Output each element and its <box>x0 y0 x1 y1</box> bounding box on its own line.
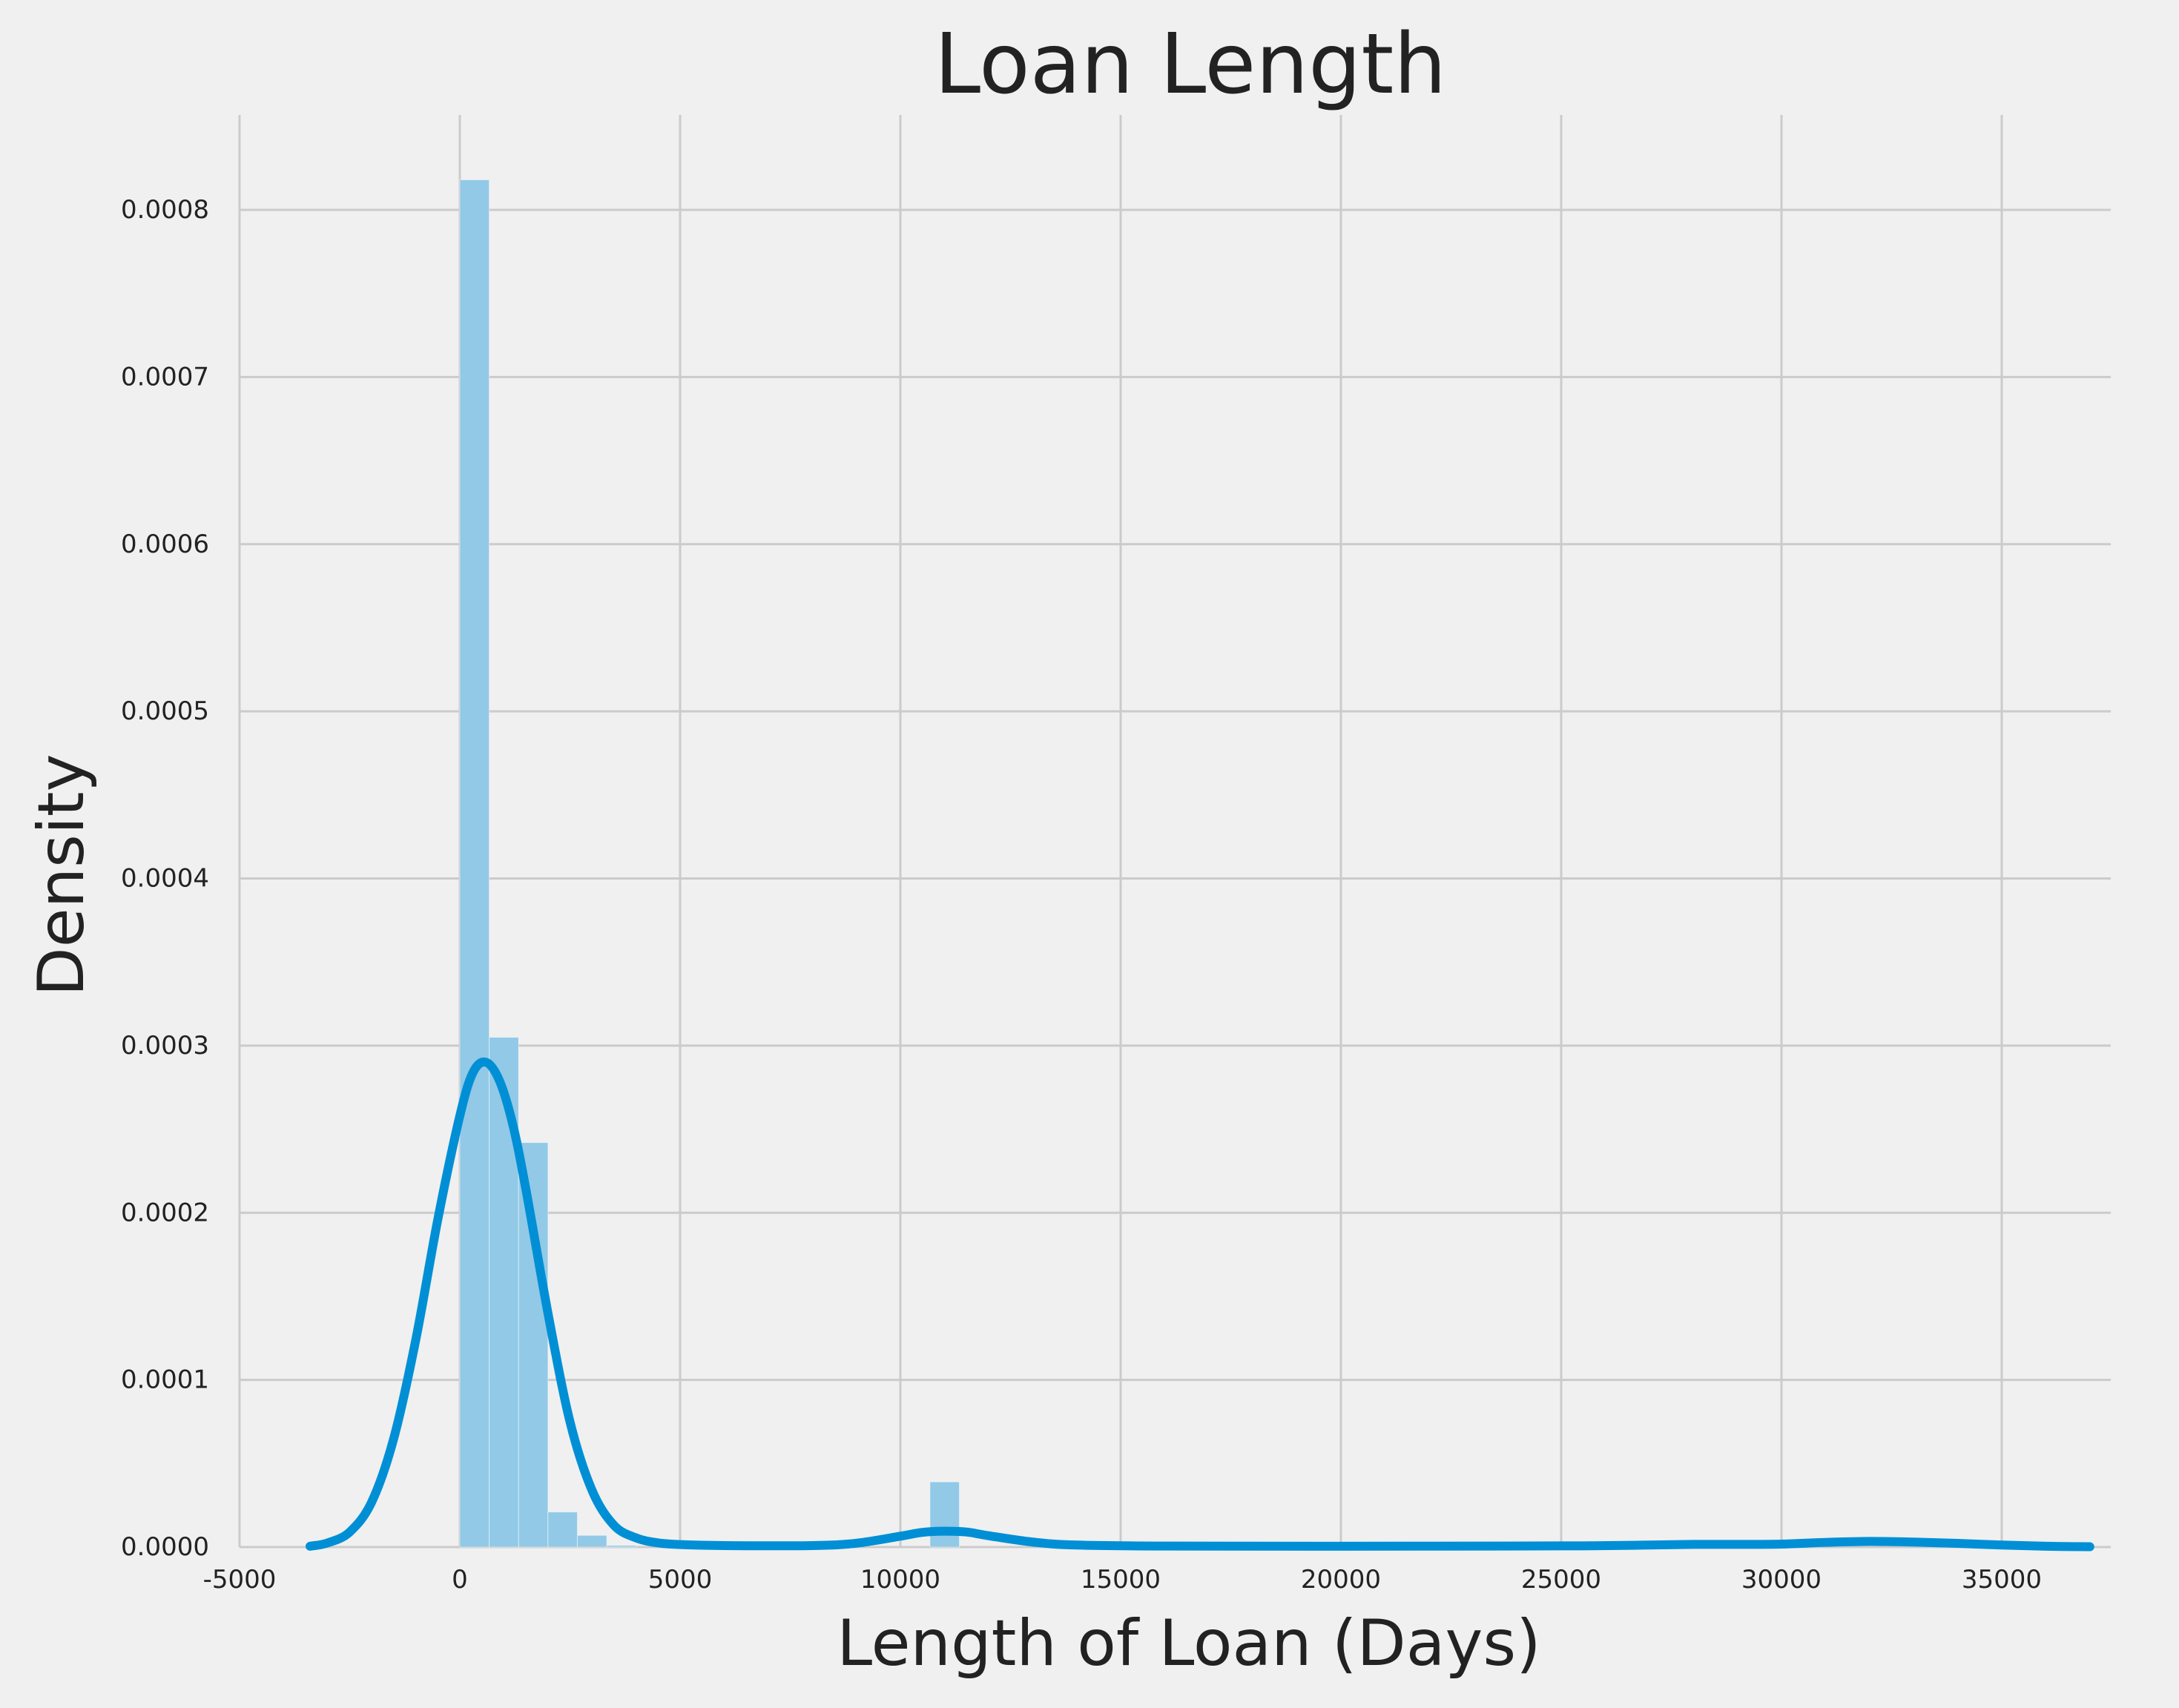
y-tick-label: 0.0007 <box>121 362 209 392</box>
x-tick-label: 30000 <box>1741 1565 1822 1595</box>
y-tick-label: 0.0003 <box>121 1031 209 1061</box>
x-tick-label: 5000 <box>648 1565 713 1595</box>
y-tick-label: 0.0000 <box>121 1532 209 1562</box>
y-tick-label: 0.0005 <box>121 696 209 726</box>
y-tick-label: 0.0001 <box>121 1365 209 1395</box>
x-tick-label: 35000 <box>1962 1565 2042 1595</box>
x-tick-label: 15000 <box>1081 1565 1161 1595</box>
y-tick-label: 0.0004 <box>121 864 209 894</box>
y-tick-label: 0.0006 <box>121 530 209 559</box>
kde-line <box>306 1057 2094 1552</box>
histogram-layer <box>459 179 960 1548</box>
histogram-bar <box>576 1534 607 1548</box>
histogram-bar <box>547 1511 578 1548</box>
kde-layer <box>306 1057 2094 1552</box>
histogram-bar <box>606 1545 637 1548</box>
histogram-bar <box>518 1142 549 1548</box>
x-tick-label: -5000 <box>203 1565 277 1595</box>
x-tick-label: 10000 <box>860 1565 940 1595</box>
x-tick-label: 0 <box>452 1565 468 1595</box>
x-axis-label: Length of Loan (Days) <box>837 1606 1541 1681</box>
histogram-bar <box>459 179 490 1548</box>
grid-layer <box>238 115 2111 1549</box>
chart-title: Loan Length <box>934 16 1446 113</box>
y-tick-label: 0.0008 <box>121 195 209 225</box>
y-tick-label: 0.0002 <box>121 1198 209 1227</box>
histogram-bar <box>929 1481 960 1548</box>
x-tick-label: 25000 <box>1521 1565 1601 1595</box>
x-tick-label: 20000 <box>1301 1565 1381 1595</box>
y-axis-label: Density <box>24 754 99 997</box>
tick-layer: -5000 0 5000 10000 15000 20000 25000 30000 35000… <box>121 195 2042 1595</box>
